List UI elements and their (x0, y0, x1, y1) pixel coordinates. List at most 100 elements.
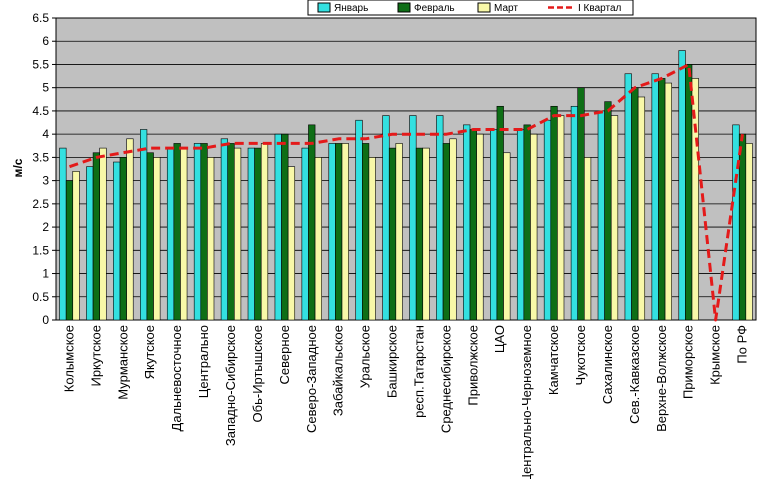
x-category-label: Камчатское (546, 325, 561, 395)
bar-february (738, 133, 747, 321)
bar-march (449, 138, 457, 321)
bar-march (476, 133, 484, 321)
bar-march (557, 115, 565, 321)
x-category-label: Обь-Иртышское (250, 325, 265, 422)
bar-february (308, 124, 316, 321)
y-tick-label: 3 (42, 174, 49, 188)
bar-march (207, 157, 215, 321)
bar-january (651, 73, 659, 321)
y-tick-label: 0.5 (32, 290, 49, 304)
bar-january (86, 166, 94, 321)
bar-january (59, 147, 67, 321)
x-category-label: респ.Татарстан (412, 325, 427, 418)
y-tick-label: 1 (42, 267, 49, 281)
bar-march (72, 171, 80, 321)
bar-january (382, 115, 390, 321)
bar-january (570, 105, 578, 321)
bar-february (146, 152, 154, 321)
bar-january (516, 129, 525, 321)
plot-area (55, 17, 757, 321)
legend-label-february: Февраль (414, 3, 455, 14)
bar-january (355, 119, 363, 321)
bar-february (65, 180, 74, 321)
bar-february (254, 147, 262, 321)
x-category-label: Дальневосточное (169, 325, 184, 431)
x-category-label: По РФ (735, 325, 750, 364)
y-tick-label: 1.5 (32, 243, 49, 257)
bar-march (664, 82, 672, 321)
bar-january (328, 143, 336, 321)
bar-february (604, 101, 612, 321)
bar-march (287, 166, 296, 321)
bar-february (200, 143, 208, 321)
bar-january (166, 147, 175, 321)
x-category-label: Чукотское (573, 325, 588, 386)
bar-february (92, 152, 100, 321)
bar-january (490, 129, 498, 321)
bar-february (119, 157, 127, 321)
x-category-label: Башкирское (385, 325, 400, 398)
bar-march (395, 143, 403, 321)
x-category-label: Западно-Сибирское (223, 325, 238, 446)
bar-january (436, 115, 444, 321)
x-category-label: Мурманское (115, 325, 130, 400)
bar-february (173, 143, 181, 321)
bar-january (193, 143, 202, 321)
legend-label-quarter: I Квартал (578, 3, 622, 14)
y-tick-label: 6 (42, 34, 49, 48)
x-category-label: Приморское (681, 325, 696, 399)
x-category-label: Колымское (62, 325, 77, 392)
bar-march (610, 115, 619, 321)
x-category-label: Центрально (196, 325, 211, 398)
y-tick-label: 6.5 (32, 11, 49, 25)
x-category-label: Северное (277, 325, 292, 384)
y-axis-ticks: 0 0.5 1 1.5 2 2.5 3 3.5 4 4.5 5 5.5 6 6.5 (32, 11, 56, 327)
x-category-label: Приволжское (465, 325, 480, 406)
bar-march (234, 147, 242, 321)
bar-february (335, 143, 343, 321)
y-tick-label: 5 (42, 81, 49, 95)
bar-february (415, 147, 424, 321)
y-tick-label: 4 (42, 127, 49, 141)
bar-february (577, 87, 585, 321)
x-category-label: Центрально-Черноземное (519, 325, 534, 479)
bar-march (745, 143, 753, 321)
legend-label-january: Январь (334, 3, 368, 14)
bar-january (543, 119, 552, 321)
bar-march (260, 143, 269, 321)
bar-february (523, 124, 531, 321)
legend-label-march: Март (494, 3, 518, 14)
y-tick-label: 0 (42, 313, 49, 327)
x-category-label: Верхне-Волжское (654, 325, 669, 432)
x-category-label: ЦАО (492, 325, 507, 353)
quarter-line (69, 63, 744, 322)
bars (59, 50, 753, 321)
legend-swatch-january (317, 2, 331, 13)
bar-march (99, 147, 107, 321)
bar-january (247, 147, 255, 321)
bar-march (368, 157, 376, 321)
bar-february (281, 133, 289, 321)
x-category-label: Иркутское (88, 325, 103, 387)
bar-march (691, 78, 699, 321)
bar-january (409, 115, 417, 321)
x-category-label: Северо-Западное (304, 325, 319, 433)
bar-january (220, 138, 229, 321)
x-category-label: Якутское (142, 325, 157, 379)
bar-january (301, 147, 309, 321)
x-category-label: Уральское (358, 325, 373, 388)
x-category-label: Сахалинское (600, 325, 615, 404)
bar-march (126, 138, 134, 321)
bar-february (442, 143, 450, 321)
legend-box (307, 0, 634, 16)
quarter-series-line (69, 63, 744, 322)
bar-march (341, 143, 349, 321)
bar-march (637, 96, 646, 321)
bar-march (530, 133, 538, 321)
bar-march (180, 147, 188, 321)
bar-february (685, 64, 693, 321)
bar-february (362, 143, 370, 321)
bar-january (274, 133, 282, 321)
bar-january (597, 110, 605, 321)
